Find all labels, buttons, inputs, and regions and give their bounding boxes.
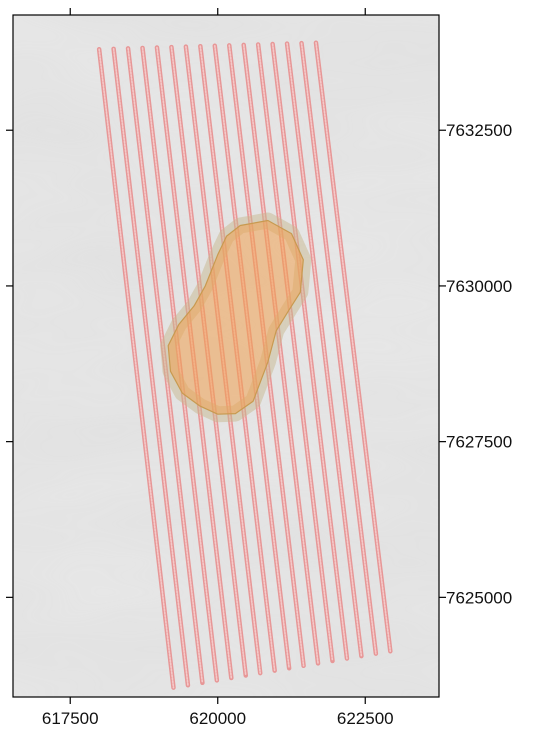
y-tick-label: 7630000 — [446, 277, 512, 296]
survey-line — [313, 40, 393, 654]
survey-line — [255, 42, 335, 664]
plot-frame — [12, 14, 440, 698]
target-area — [160, 212, 312, 423]
survey-line — [96, 47, 176, 690]
x-tick-label: 622500 — [337, 709, 394, 728]
survey-line — [270, 41, 350, 661]
x-tick-label: 620000 — [189, 709, 246, 728]
survey-line — [111, 46, 191, 688]
survey-line — [299, 40, 379, 656]
survey-line — [241, 42, 321, 666]
y-tick-label: 7632500 — [446, 121, 512, 140]
target-polygon — [167, 219, 304, 415]
axes: 617500 620000 622500 7625000 7627500 7630000 7… — [6, 8, 512, 728]
x-tick-label: 617500 — [42, 709, 99, 728]
survey-line — [284, 41, 364, 659]
y-tick-label: 7627500 — [446, 433, 512, 452]
y-tick-label: 7625000 — [446, 588, 512, 607]
